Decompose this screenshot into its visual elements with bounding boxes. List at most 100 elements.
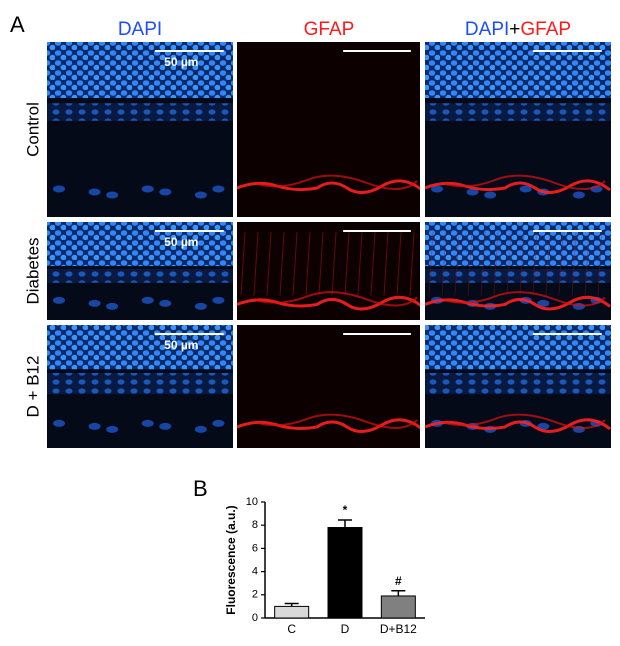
scale-bar-label: 50 µm	[164, 338, 198, 352]
image-content	[47, 325, 233, 448]
glial-fiber	[331, 231, 337, 296]
gfap-signal	[237, 179, 420, 194]
significance-marker: *	[343, 503, 348, 517]
micrograph	[237, 42, 420, 217]
cell	[466, 188, 479, 196]
scale-bar-label: 50 µm	[164, 55, 198, 69]
header-part: DAPI	[465, 19, 509, 40]
gfap-signal	[256, 174, 418, 190]
nuclear-layer	[425, 325, 611, 370]
image-content	[237, 222, 420, 320]
x-tick-label: D+B12	[380, 622, 417, 636]
cell	[212, 419, 225, 427]
y-tick-label: 2	[252, 589, 258, 601]
cell	[88, 188, 101, 196]
cell	[194, 425, 207, 433]
gfap-signal	[444, 174, 606, 190]
glial-fiber	[597, 231, 603, 296]
gfap-signal	[256, 291, 418, 307]
bar	[380, 595, 416, 619]
cell	[194, 302, 207, 310]
cell	[519, 185, 532, 193]
cell	[431, 185, 443, 193]
y-tick-label: 4	[252, 566, 258, 578]
nuclear-layer	[47, 325, 233, 370]
glial-fiber	[454, 231, 460, 296]
cell	[537, 299, 550, 307]
gfap-signal	[425, 179, 611, 194]
glial-fiber	[545, 231, 551, 296]
y-tick-label: 8	[252, 519, 258, 531]
gfap-signal	[237, 418, 420, 433]
micrograph	[237, 222, 420, 320]
glial-fiber	[571, 231, 577, 296]
cell	[106, 191, 119, 199]
nuclear-layer	[425, 103, 611, 121]
row-label: Control	[23, 102, 42, 157]
row-label: D + B12	[23, 356, 42, 418]
image-background	[237, 222, 420, 320]
y-tick-label: 10	[246, 496, 258, 508]
cell	[106, 302, 119, 310]
image-background	[237, 42, 420, 217]
glial-fiber	[532, 231, 538, 296]
cell	[194, 191, 207, 199]
nuclear-layer	[425, 269, 611, 283]
gfap-signal	[237, 295, 420, 311]
glial-fiber	[292, 231, 298, 296]
y-tick-label: 0	[252, 612, 258, 624]
micrograph: 50 µm	[47, 42, 233, 217]
gfap-signal	[425, 295, 611, 311]
cell	[159, 422, 172, 430]
image-content	[237, 325, 420, 448]
header-part: GFAP	[520, 19, 571, 40]
glial-fiber	[318, 231, 324, 296]
glial-fiber	[409, 231, 415, 296]
image-content	[425, 42, 611, 217]
error-bar	[284, 602, 299, 607]
micrograph: 50 µm	[47, 325, 233, 448]
nuclear-layer	[47, 269, 233, 283]
bar	[274, 605, 310, 619]
nuclear-layer	[47, 372, 233, 394]
glial-fiber	[480, 231, 486, 296]
micrograph	[237, 325, 420, 448]
glial-fiber	[506, 231, 512, 296]
cell	[88, 422, 101, 430]
image-content	[425, 325, 611, 448]
x-tick-label: C	[287, 622, 296, 636]
image-content	[237, 42, 420, 217]
significance-marker: #	[395, 574, 402, 588]
glial-fiber	[396, 231, 402, 296]
glial-fiber	[253, 231, 259, 296]
image-content	[47, 42, 233, 217]
x-tick-label: D	[341, 622, 350, 636]
glial-fiber	[383, 231, 389, 296]
nuclear-layer	[47, 103, 233, 121]
header-part: +	[509, 19, 520, 40]
cell	[141, 296, 154, 304]
image-content	[47, 222, 233, 320]
scale-bar-label: 50 µm	[164, 235, 198, 249]
cell	[141, 185, 154, 193]
y-axis-label: Fluorescence (a.u.)	[224, 505, 238, 614]
glial-fiber	[441, 231, 447, 296]
cell	[141, 419, 154, 427]
column-header: GFAP	[304, 19, 355, 40]
gfap-signal	[444, 413, 606, 429]
micrograph	[425, 42, 611, 217]
cell	[53, 185, 65, 193]
glial-fiber	[493, 231, 499, 296]
glial-fiber	[584, 231, 590, 296]
column-header: DAPI+GFAP	[465, 19, 571, 40]
cell	[572, 191, 585, 199]
cell	[484, 191, 497, 199]
glial-fiber	[558, 231, 564, 296]
glial-fiber	[357, 231, 363, 296]
row-label: Diabetes	[23, 237, 42, 304]
error-bar	[391, 589, 406, 596]
column-header: DAPI	[118, 19, 162, 40]
micrograph	[425, 222, 611, 320]
error-bar	[338, 519, 352, 528]
cell	[159, 299, 172, 307]
